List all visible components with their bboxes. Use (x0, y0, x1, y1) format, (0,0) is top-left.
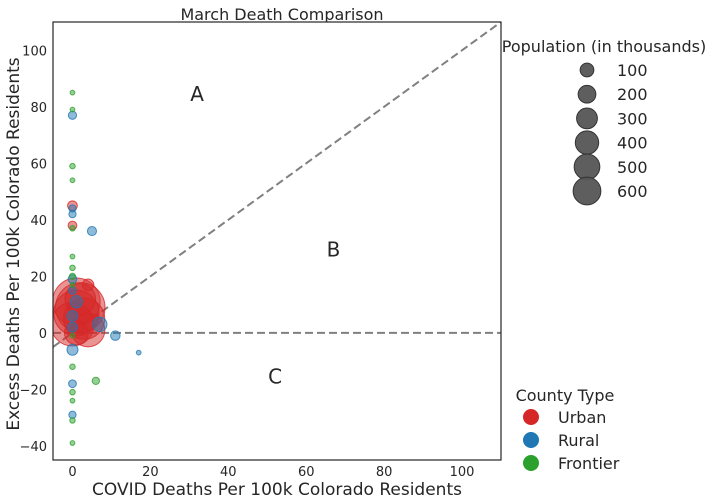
data-point-rural (135, 349, 142, 356)
y-tick-label: 20 (30, 270, 47, 285)
data-point-frontier (69, 417, 76, 424)
type-legend-title: County Type (516, 386, 615, 405)
plot-frame (52, 21, 502, 461)
reference-lines (53, 22, 501, 348)
data-point-frontier (69, 281, 76, 288)
x-tick-label: 60 (298, 465, 315, 480)
data-point-frontier (69, 162, 76, 170)
y-axis-ticks: −40 −20 0 20 40 60 80 100 (20, 44, 47, 455)
data-point-rural (67, 321, 78, 333)
y-tick-label: −20 (20, 383, 47, 398)
size-legend-marker (573, 153, 601, 181)
chart-title: March Death Comparison (180, 5, 383, 24)
data-point-frontier (69, 253, 76, 260)
data-point-urban (81, 278, 95, 292)
data-point-rural (66, 310, 79, 322)
data-point-frontier (91, 376, 100, 386)
data-point-frontier (69, 106, 76, 113)
region-labels: A B C (190, 82, 340, 389)
plot-area (53, 22, 501, 460)
type-legend-marker-frontier (523, 455, 539, 471)
data-point-rural (86, 226, 98, 237)
y-tick-label: 0 (39, 327, 47, 342)
y-tick-label: 40 (30, 214, 47, 229)
size-legend-marker (572, 176, 602, 206)
data-point-frontier (69, 177, 76, 184)
data-point-rural (69, 295, 84, 309)
x-axis-label: COVID Deaths Per 100k Colorado Residents (92, 480, 462, 500)
data-point-rural (68, 379, 77, 389)
region-label-c: C (268, 365, 282, 389)
region-label-a: A (190, 82, 204, 106)
data-point-frontier (68, 272, 77, 280)
x-tick-label: 20 (142, 465, 159, 480)
type-legend: County Type Urban Rural Frontier (516, 386, 620, 473)
x-axis-ticks: 0 20 40 60 80 100 (68, 465, 474, 480)
type-legend-label-rural: Rural (558, 431, 599, 450)
region-label-b: B (327, 238, 341, 262)
size-legend-title: Population (in thousands) (502, 37, 706, 56)
size-legend-label: 100 (617, 61, 648, 80)
size-legend-label: 200 (617, 85, 648, 104)
data-point-rural (68, 286, 77, 295)
diagonal-reference-line (53, 22, 501, 348)
data-point-rural (92, 316, 108, 333)
size-legend-marker (574, 130, 600, 155)
size-legend-marker (576, 107, 598, 130)
data-point-frontier (69, 89, 76, 96)
data-point-rural (110, 330, 121, 341)
data-point-frontier (69, 388, 76, 396)
size-legend: Population (in thousands) 100 200 300 400 50… (502, 37, 706, 206)
y-tick-label: −40 (20, 440, 47, 455)
data-point-frontier (69, 397, 76, 404)
y-tick-label: 80 (30, 101, 47, 116)
size-legend-marker (579, 62, 595, 78)
type-legend-marker-rural (523, 432, 539, 448)
data-point-rural (66, 343, 79, 356)
data-point-frontier (69, 332, 76, 339)
x-tick-label: 80 (376, 465, 393, 480)
size-legend-label: 500 (617, 158, 648, 177)
size-legend-label: 600 (617, 182, 648, 201)
type-legend-label-urban: Urban (558, 408, 606, 427)
size-legend-marker (577, 84, 597, 104)
data-point-frontier (69, 363, 76, 370)
data-points (53, 89, 142, 446)
type-legend-items: Urban Rural Frontier (523, 408, 620, 473)
x-tick-label: 100 (450, 465, 475, 480)
data-point-frontier (69, 264, 76, 272)
y-tick-label: 60 (30, 157, 47, 172)
type-legend-marker-urban (523, 409, 539, 425)
x-tick-label: 40 (220, 465, 237, 480)
size-legend-items: 100 200 300 400 500 600 (572, 61, 648, 206)
size-legend-label: 400 (617, 134, 648, 153)
data-point-frontier (69, 225, 76, 232)
x-tick-label: 0 (68, 465, 76, 480)
y-axis-label: Excess Deaths Per 100k Colorado Resident… (4, 57, 24, 430)
y-tick-label: 100 (22, 44, 47, 59)
type-legend-label-frontier: Frontier (558, 454, 620, 473)
data-point-rural (68, 210, 77, 219)
size-legend-label: 300 (617, 109, 648, 128)
data-point-frontier (69, 440, 76, 446)
